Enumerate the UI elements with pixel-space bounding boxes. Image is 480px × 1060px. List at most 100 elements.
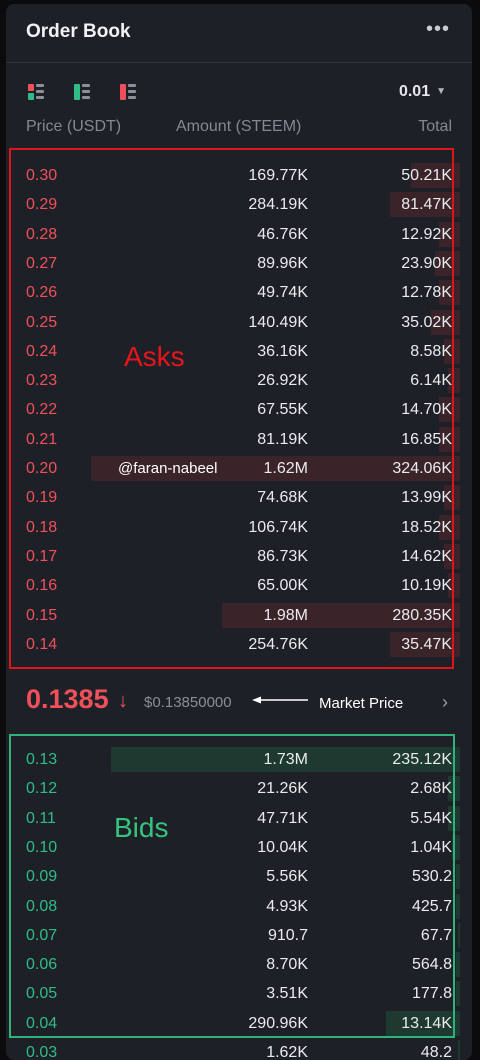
order-book-header: Order Book ••• (6, 4, 472, 62)
ask-depth-bar (448, 368, 460, 394)
view-toggle-group (28, 84, 136, 100)
ask-row[interactable]: 0.27 89.96K 23.90K (6, 249, 472, 278)
ask-price: 0.21 (26, 430, 58, 448)
ask-depth-bar (91, 456, 460, 481)
ask-total: 10.19K (401, 577, 452, 595)
ask-row[interactable]: 0.22 67.55K 14.70K (6, 395, 472, 424)
header-divider (6, 62, 472, 63)
ask-row[interactable]: 0.25 140.49K 35.02K (6, 308, 472, 337)
ask-depth-bar (439, 280, 460, 306)
ask-row[interactable]: 0.20 1.62M 324.06K (6, 454, 472, 483)
bid-depth-bar (452, 834, 460, 860)
ask-row[interactable]: 0.28 46.76K 12.92K (6, 220, 472, 249)
ask-amount: 1.62M (263, 460, 308, 477)
ask-total: 16.85K (401, 430, 452, 448)
both-sides-view-icon[interactable] (28, 84, 44, 100)
bid-amount: 4.93K (266, 897, 308, 915)
ask-total: 14.62K (401, 547, 452, 565)
bid-total: 13.14K (401, 1014, 452, 1032)
bid-amount: 10.04K (257, 838, 308, 856)
bid-depth-bar (456, 952, 460, 978)
panel-title: Order Book (26, 21, 131, 42)
precision-dropdown[interactable]: 0.01 ▼ (399, 83, 446, 101)
bid-total: 1.04K (410, 838, 452, 856)
ask-row[interactable]: 0.21 81.19K 16.85K (6, 425, 472, 454)
ask-row[interactable]: 0.23 26.92K 6.14K (6, 366, 472, 395)
ask-amount: 67.55K (257, 401, 308, 419)
ask-depth-bar (439, 397, 460, 423)
bid-amount: 8.70K (266, 956, 308, 974)
bid-total: 48.2 (420, 1044, 452, 1060)
ask-depth-bar (435, 250, 460, 276)
ask-price: 0.23 (26, 372, 58, 390)
bid-row[interactable]: 0.06 8.70K 564.8 (6, 950, 472, 979)
order-book-panel: Order Book ••• 0.01 ▼ Price (USDT) Amount… (6, 4, 472, 1060)
ask-total: 12.92K (401, 225, 452, 243)
bid-row[interactable]: 0.05 3.51K 177.8 (6, 979, 472, 1008)
ask-price: 0.18 (26, 518, 58, 536)
ask-total: 35.47K (401, 635, 452, 653)
bid-depth-bar (456, 864, 460, 890)
bid-price: 0.03 (26, 1044, 58, 1060)
ask-price: 0.28 (26, 225, 58, 243)
ask-amount: 26.92K (257, 372, 308, 390)
ask-row[interactable]: 0.30 169.77K 50.21K (6, 161, 472, 190)
bid-amount: 47.71K (257, 809, 308, 827)
bid-price: 0.12 (26, 780, 58, 798)
ask-row[interactable]: 0.16 65.00K 10.19K (6, 571, 472, 600)
bid-total: 2.68K (410, 780, 452, 798)
ask-total: 13.99K (401, 489, 452, 507)
ask-amount: 89.96K (257, 254, 308, 272)
ask-row[interactable]: 0.29 284.19K 81.47K (6, 190, 472, 219)
bid-row[interactable]: 0.13 1.73M 235.12K (6, 745, 472, 774)
ask-amount: 140.49K (248, 313, 308, 331)
precision-value: 0.01 (398, 83, 431, 100)
usd-price: $0.13850000 (144, 694, 232, 711)
asks-annotation-label: Asks (124, 341, 185, 372)
bid-depth-bar (111, 747, 460, 772)
bid-row[interactable]: 0.04 290.96K 13.14K (6, 1009, 472, 1038)
bid-amount: 21.26K (257, 780, 308, 798)
chevron-right-icon[interactable]: › (442, 692, 448, 712)
bid-row[interactable]: 0.10 10.04K 1.04K (6, 833, 472, 862)
ask-depth-bar (439, 426, 460, 452)
ask-price: 0.20 (26, 460, 58, 477)
bid-total: 5.54K (410, 809, 452, 827)
bids-only-view-icon[interactable] (74, 84, 90, 100)
bid-total: 425.7 (411, 897, 452, 915)
bid-depth-bar (386, 1010, 460, 1036)
ask-row[interactable]: 0.17 86.73K 14.62K (6, 542, 472, 571)
ask-total: 324.06K (392, 460, 452, 477)
ask-price: 0.19 (26, 489, 58, 507)
more-horizontal-icon[interactable]: ••• (425, 18, 450, 40)
bid-price: 0.11 (26, 809, 56, 827)
ask-row[interactable]: 0.18 106.74K 18.52K (6, 513, 472, 542)
bid-row[interactable]: 0.09 5.56K 530.2 (6, 862, 472, 891)
bid-amount: 1.62K (266, 1044, 308, 1060)
bid-total: 67.7 (420, 926, 452, 944)
ask-row[interactable]: 0.15 1.98M 280.35K (6, 601, 472, 630)
ask-price: 0.17 (26, 547, 58, 565)
ask-row[interactable]: 0.24 36.16K 8.58K (6, 337, 472, 366)
ask-price: 0.27 (26, 254, 58, 272)
bid-row[interactable]: 0.08 4.93K 425.7 (6, 892, 472, 921)
ask-amount: 106.74K (248, 518, 308, 536)
ask-price: 0.26 (26, 284, 58, 302)
ask-total: 81.47K (401, 196, 452, 214)
bid-amount: 5.56K (266, 868, 308, 886)
bid-row[interactable]: 0.03 1.62K 48.2 (6, 1038, 472, 1060)
bid-row[interactable]: 0.07 910.7 67.7 (6, 921, 472, 950)
ask-total: 35.02K (401, 313, 452, 331)
asks-only-view-icon[interactable] (120, 84, 136, 100)
ask-row[interactable]: 0.14 254.76K 35.47K (6, 630, 472, 659)
ask-price: 0.15 (26, 606, 58, 624)
ask-total: 14.70K (401, 401, 452, 419)
ask-depth-bar (390, 192, 460, 218)
bids-annotation-label: Bids (114, 812, 169, 843)
ask-depth-bar (448, 573, 460, 599)
bid-price: 0.04 (26, 1014, 58, 1032)
market-price-bar: 0.1385 ↓ $0.13850000 Market Price › (6, 680, 472, 726)
ask-total: 23.90K (401, 254, 452, 272)
bid-row[interactable]: 0.12 21.26K 2.68K (6, 774, 472, 803)
ask-row[interactable]: 0.26 49.74K 12.78K (6, 278, 472, 307)
